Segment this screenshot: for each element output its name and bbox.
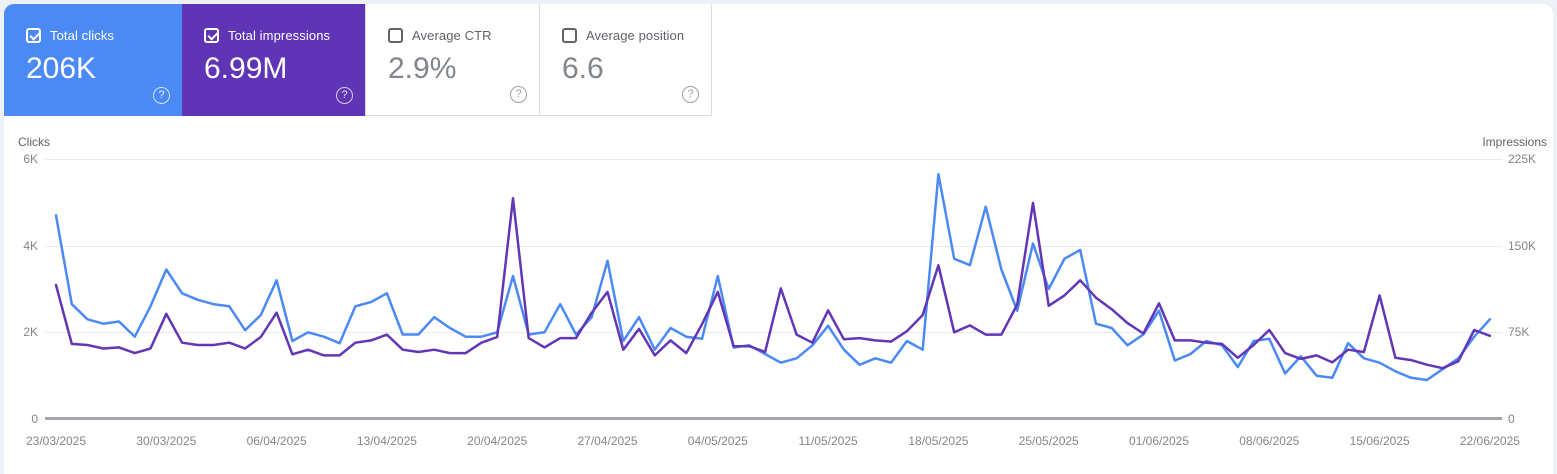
right-axis-title: Impressions [1482,135,1547,149]
left-tick: 4K [23,239,38,253]
average-ctr-value: 2.9% [388,52,457,85]
date-tick: 11/05/2025 [798,434,858,448]
help-icon[interactable]: ? [153,87,170,104]
average-ctr-label: Average CTR [412,28,492,43]
left-axis-title: Clicks [18,135,50,149]
right-tick: 0 [1508,412,1515,426]
left-tick: 2K [23,325,38,339]
total-impressions-label: Total impressions [228,28,331,43]
total-clicks-value: 206K [26,52,97,85]
right-tick: 150K [1508,239,1537,253]
x-axis-line [45,417,1502,420]
total-impressions-checkbox[interactable] [204,28,219,43]
help-icon[interactable]: ? [510,86,527,103]
date-tick: 06/04/2025 [246,434,307,448]
date-tick: 30/03/2025 [136,434,197,448]
date-tick: 22/06/2025 [1459,434,1520,448]
help-icon[interactable]: ? [336,87,353,104]
average-position-label: Average position [586,28,685,43]
performance-panel: Total clicks 206K ? Total impressions 6.… [4,4,1553,474]
total-clicks-checkbox[interactable] [26,28,41,43]
average-ctr-checkbox[interactable] [388,28,403,43]
date-tick: 27/04/2025 [577,434,638,448]
gridline [45,332,1502,333]
left-tick: 0 [31,412,38,426]
date-tick: 20/04/2025 [467,434,528,448]
date-tick: 04/05/2025 [687,434,748,448]
total-impressions-value: 6.99M [204,52,288,85]
average-ctr-card[interactable]: Average CTR 2.9% ? [365,4,540,116]
total-clicks-card[interactable]: Total clicks 206K ? [4,4,182,116]
total-impressions-card[interactable]: Total impressions 6.99M ? [182,4,365,116]
date-tick: 23/03/2025 [25,434,87,448]
date-tick: 01/06/2025 [1128,434,1190,448]
gridline [45,159,1502,160]
date-tick: 18/05/2025 [908,434,969,448]
average-position-checkbox[interactable] [562,28,577,43]
help-icon[interactable]: ? [682,86,699,103]
total-clicks-label: Total clicks [50,28,115,43]
performance-chart[interactable] [45,154,1502,424]
impressions-line [54,197,1492,370]
date-tick: 08/06/2025 [1239,434,1300,448]
average-position-value: 6.6 [562,52,604,85]
right-tick: 225K [1508,152,1537,166]
date-tick: 13/04/2025 [356,434,417,448]
right-tick: 75K [1508,325,1530,339]
date-tick: 25/05/2025 [1018,434,1079,448]
date-tick: 15/06/2025 [1349,434,1410,448]
gridline [45,246,1502,247]
left-tick: 6K [23,152,38,166]
clicks-line [54,172,1492,382]
average-position-card[interactable]: Average position 6.6 ? [540,4,712,116]
